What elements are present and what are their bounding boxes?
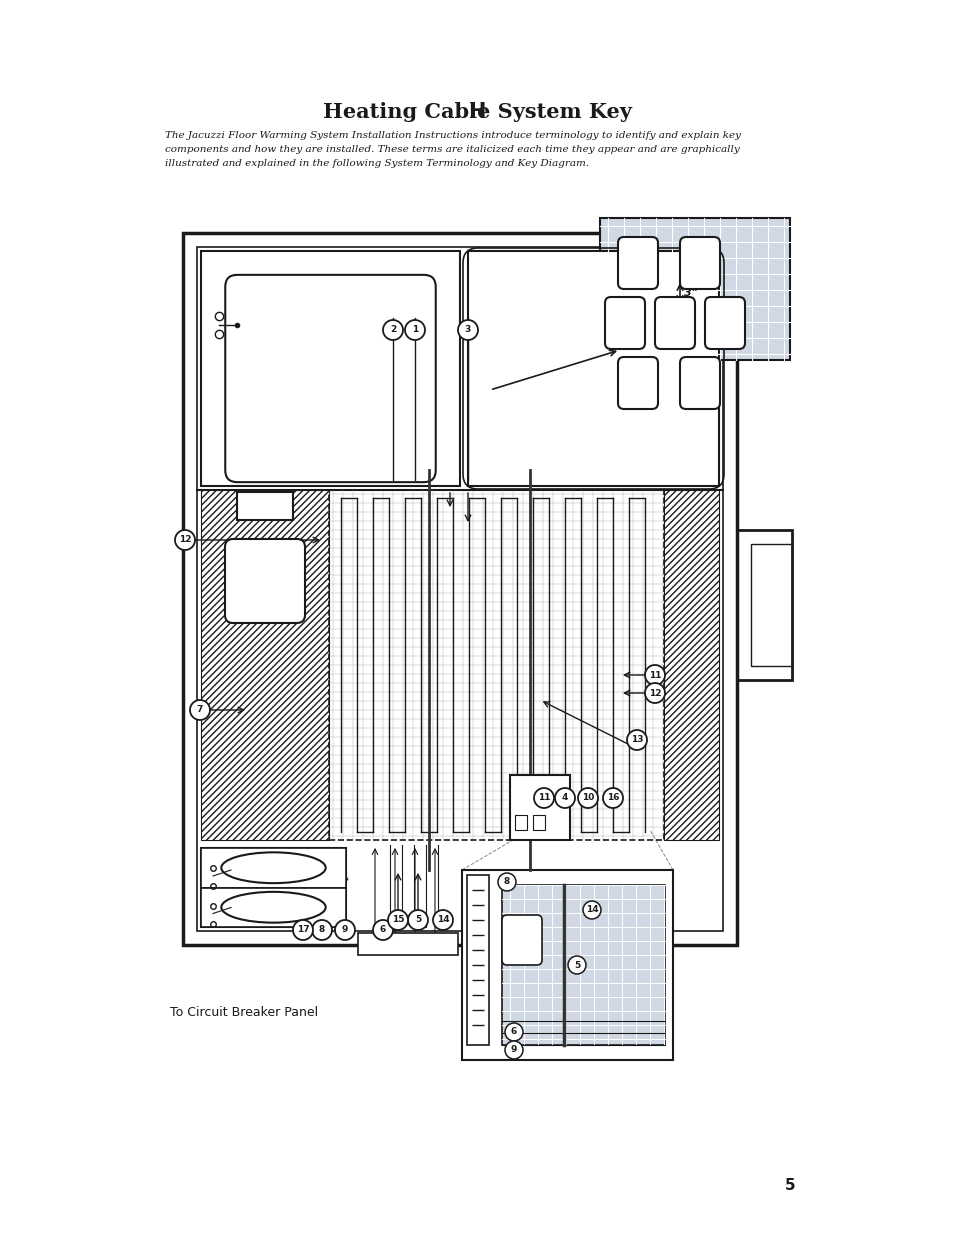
Text: 8: 8: [503, 878, 510, 887]
Text: 1: 1: [412, 326, 417, 335]
Circle shape: [567, 956, 585, 974]
Text: 15: 15: [392, 915, 404, 925]
FancyBboxPatch shape: [655, 296, 695, 350]
Text: Heating Cable System Key: Heating Cable System Key: [322, 103, 631, 122]
Circle shape: [190, 700, 210, 720]
Text: 11: 11: [537, 794, 550, 803]
Circle shape: [382, 320, 402, 340]
Circle shape: [644, 664, 664, 685]
Circle shape: [644, 683, 664, 703]
Bar: [467, 876, 489, 1045]
Text: 13: 13: [630, 736, 642, 745]
Text: 3: 3: [464, 326, 471, 335]
FancyBboxPatch shape: [679, 357, 720, 409]
Bar: [515, 815, 526, 830]
Text: 3": 3": [658, 321, 671, 331]
Text: H: H: [468, 103, 485, 122]
Bar: [329, 490, 663, 840]
Bar: [201, 848, 346, 927]
Text: 6: 6: [511, 1028, 517, 1036]
Circle shape: [602, 788, 622, 808]
Bar: [533, 815, 544, 830]
Circle shape: [534, 788, 554, 808]
Bar: [201, 888, 346, 927]
Text: 12: 12: [648, 688, 660, 698]
Bar: [201, 251, 459, 487]
Circle shape: [405, 320, 424, 340]
Circle shape: [555, 788, 575, 808]
Circle shape: [578, 788, 598, 808]
Bar: [663, 490, 719, 840]
Bar: [599, 219, 789, 359]
Bar: [468, 251, 719, 487]
Text: 10: 10: [581, 794, 594, 803]
Circle shape: [433, 910, 453, 930]
FancyBboxPatch shape: [604, 296, 644, 350]
Bar: [196, 247, 722, 931]
Bar: [357, 932, 457, 955]
FancyBboxPatch shape: [225, 538, 305, 622]
Text: 14: 14: [436, 915, 449, 925]
Circle shape: [174, 530, 194, 550]
Text: 2: 2: [390, 326, 395, 335]
Circle shape: [312, 920, 332, 940]
Circle shape: [504, 1041, 522, 1058]
Text: 17: 17: [296, 925, 309, 935]
Text: 12: 12: [178, 536, 191, 545]
Circle shape: [335, 920, 355, 940]
Text: 14: 14: [585, 905, 598, 914]
Text: 7: 7: [196, 705, 203, 715]
Text: 11: 11: [648, 671, 660, 679]
Text: 6: 6: [379, 925, 386, 935]
Text: illustrated and explained in the following System Terminology and Key Diagram.: illustrated and explained in the followi…: [165, 159, 589, 168]
Text: The Jacuzzi Floor Warming System Installation Instructions introduce terminology: The Jacuzzi Floor Warming System Install…: [165, 131, 740, 141]
Circle shape: [504, 1023, 522, 1041]
Text: 9: 9: [341, 925, 348, 935]
Bar: [737, 530, 791, 680]
FancyBboxPatch shape: [618, 357, 658, 409]
Bar: [201, 848, 346, 888]
FancyBboxPatch shape: [501, 915, 541, 965]
Circle shape: [626, 730, 646, 750]
Bar: [510, 776, 569, 840]
Text: 5: 5: [784, 1177, 795, 1193]
Text: 9: 9: [510, 1046, 517, 1055]
Circle shape: [582, 902, 600, 919]
FancyBboxPatch shape: [618, 237, 658, 289]
Text: 5: 5: [574, 961, 579, 969]
Circle shape: [388, 910, 408, 930]
Circle shape: [457, 320, 477, 340]
Circle shape: [408, 910, 428, 930]
Bar: [201, 490, 329, 840]
Text: 3": 3": [683, 288, 697, 298]
Bar: [236, 492, 293, 520]
Text: 4: 4: [561, 794, 568, 803]
Circle shape: [373, 920, 393, 940]
Bar: [750, 543, 791, 666]
Text: To Circuit Breaker Panel: To Circuit Breaker Panel: [170, 1005, 317, 1019]
Text: 16: 16: [606, 794, 618, 803]
FancyBboxPatch shape: [704, 296, 744, 350]
Text: 5: 5: [415, 915, 420, 925]
Circle shape: [497, 873, 516, 890]
FancyBboxPatch shape: [679, 237, 720, 289]
Bar: [461, 869, 672, 1060]
Circle shape: [293, 920, 313, 940]
Bar: [183, 233, 737, 945]
Text: components and how they are installed. These terms are italicized each time they: components and how they are installed. T…: [165, 146, 739, 154]
Bar: [501, 885, 664, 1045]
Text: 8: 8: [318, 925, 325, 935]
